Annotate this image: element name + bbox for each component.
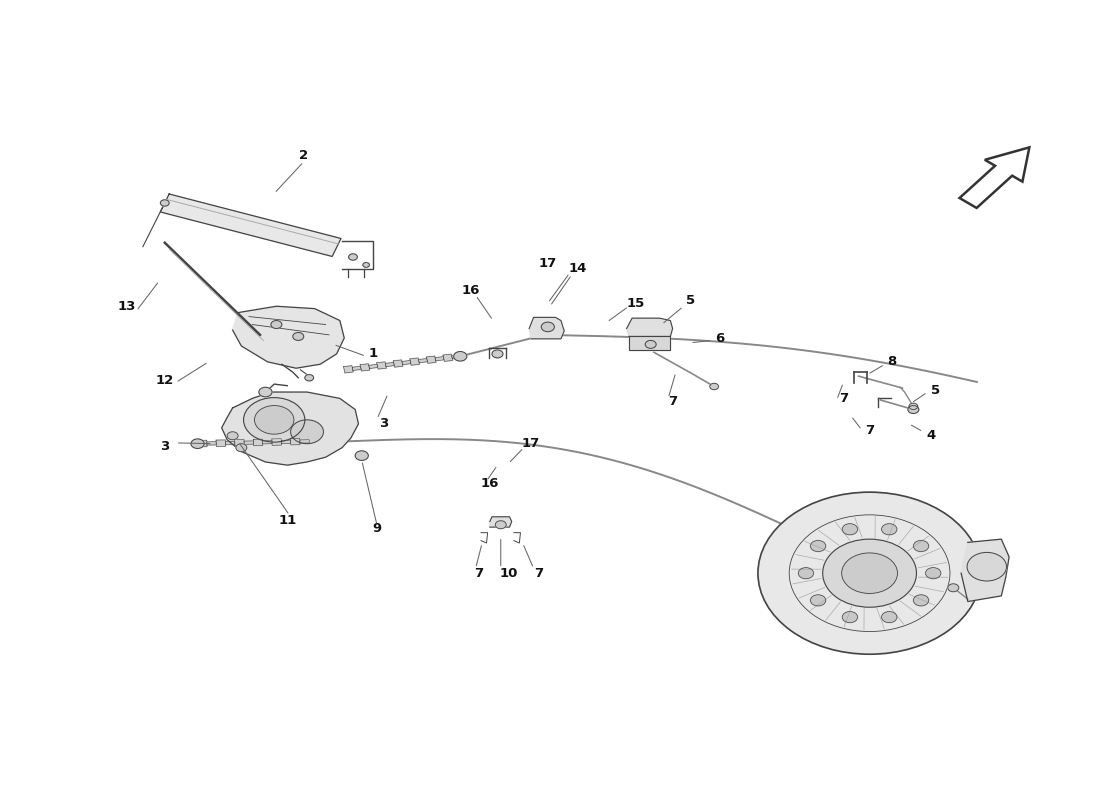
Polygon shape xyxy=(300,440,309,443)
Text: 1: 1 xyxy=(368,347,377,361)
Circle shape xyxy=(710,383,718,390)
Polygon shape xyxy=(232,306,344,368)
Circle shape xyxy=(355,451,368,460)
Polygon shape xyxy=(222,392,359,465)
Circle shape xyxy=(271,321,282,329)
Circle shape xyxy=(799,568,814,578)
Text: 8: 8 xyxy=(887,355,896,368)
Polygon shape xyxy=(385,362,394,366)
Polygon shape xyxy=(452,354,461,359)
Circle shape xyxy=(258,387,272,397)
Polygon shape xyxy=(961,539,1009,602)
Polygon shape xyxy=(360,364,370,371)
Polygon shape xyxy=(253,439,263,446)
Polygon shape xyxy=(402,361,411,365)
Polygon shape xyxy=(234,439,244,446)
Polygon shape xyxy=(368,364,377,369)
Text: 3: 3 xyxy=(379,418,388,430)
Polygon shape xyxy=(394,360,403,367)
Text: 10: 10 xyxy=(499,566,518,580)
Text: 13: 13 xyxy=(118,300,135,313)
Text: 14: 14 xyxy=(569,262,586,275)
Polygon shape xyxy=(226,442,235,445)
Text: 17: 17 xyxy=(539,257,557,270)
Circle shape xyxy=(541,322,554,332)
Circle shape xyxy=(349,254,358,260)
Circle shape xyxy=(293,333,304,341)
Text: 7: 7 xyxy=(838,392,848,405)
Circle shape xyxy=(967,553,1006,581)
Circle shape xyxy=(925,568,940,578)
Polygon shape xyxy=(418,358,428,362)
Text: 12: 12 xyxy=(155,374,174,386)
Polygon shape xyxy=(272,438,282,446)
Text: 7: 7 xyxy=(474,566,483,580)
Circle shape xyxy=(758,492,981,654)
Polygon shape xyxy=(244,441,253,444)
Polygon shape xyxy=(490,517,512,527)
Circle shape xyxy=(908,406,918,414)
Circle shape xyxy=(290,420,323,444)
Circle shape xyxy=(453,351,466,361)
Polygon shape xyxy=(207,442,217,445)
Polygon shape xyxy=(290,438,300,445)
Circle shape xyxy=(842,553,898,594)
Circle shape xyxy=(909,403,917,410)
Polygon shape xyxy=(434,357,444,361)
Circle shape xyxy=(881,611,896,622)
Circle shape xyxy=(948,584,959,592)
Text: 5: 5 xyxy=(685,294,695,307)
Circle shape xyxy=(161,200,169,206)
Polygon shape xyxy=(959,147,1030,208)
Polygon shape xyxy=(352,366,361,370)
Text: 7: 7 xyxy=(865,424,874,437)
Polygon shape xyxy=(198,440,207,447)
Circle shape xyxy=(843,524,858,535)
Text: 15: 15 xyxy=(626,297,645,310)
Circle shape xyxy=(235,444,246,452)
Text: 4: 4 xyxy=(926,430,935,442)
Circle shape xyxy=(227,432,238,440)
Circle shape xyxy=(243,398,305,442)
Circle shape xyxy=(646,341,657,348)
Circle shape xyxy=(492,350,503,358)
Polygon shape xyxy=(627,318,672,337)
Circle shape xyxy=(191,439,205,449)
Circle shape xyxy=(305,374,314,381)
Polygon shape xyxy=(282,440,290,443)
Circle shape xyxy=(913,594,928,606)
Polygon shape xyxy=(376,362,386,369)
Polygon shape xyxy=(629,337,670,350)
Text: 16: 16 xyxy=(481,477,499,490)
Circle shape xyxy=(254,406,294,434)
Circle shape xyxy=(811,541,826,552)
Text: 2: 2 xyxy=(299,149,308,162)
Text: 16: 16 xyxy=(462,284,481,297)
Text: 7: 7 xyxy=(535,566,543,580)
Circle shape xyxy=(811,594,826,606)
Circle shape xyxy=(823,539,916,607)
Text: 11: 11 xyxy=(278,514,297,527)
Polygon shape xyxy=(427,356,436,363)
Polygon shape xyxy=(263,441,272,444)
Circle shape xyxy=(363,262,370,267)
Polygon shape xyxy=(216,440,225,446)
Text: 7: 7 xyxy=(668,395,678,408)
Text: 5: 5 xyxy=(931,384,939,397)
Polygon shape xyxy=(443,354,453,362)
Polygon shape xyxy=(343,366,353,373)
Text: 17: 17 xyxy=(521,437,539,450)
Polygon shape xyxy=(161,194,341,257)
Text: 3: 3 xyxy=(161,439,169,453)
Circle shape xyxy=(843,611,858,622)
Text: 9: 9 xyxy=(373,522,382,535)
Polygon shape xyxy=(410,358,419,366)
Polygon shape xyxy=(529,318,564,339)
Circle shape xyxy=(913,541,928,552)
Circle shape xyxy=(495,521,506,529)
Text: 6: 6 xyxy=(715,331,724,345)
Circle shape xyxy=(881,524,896,535)
